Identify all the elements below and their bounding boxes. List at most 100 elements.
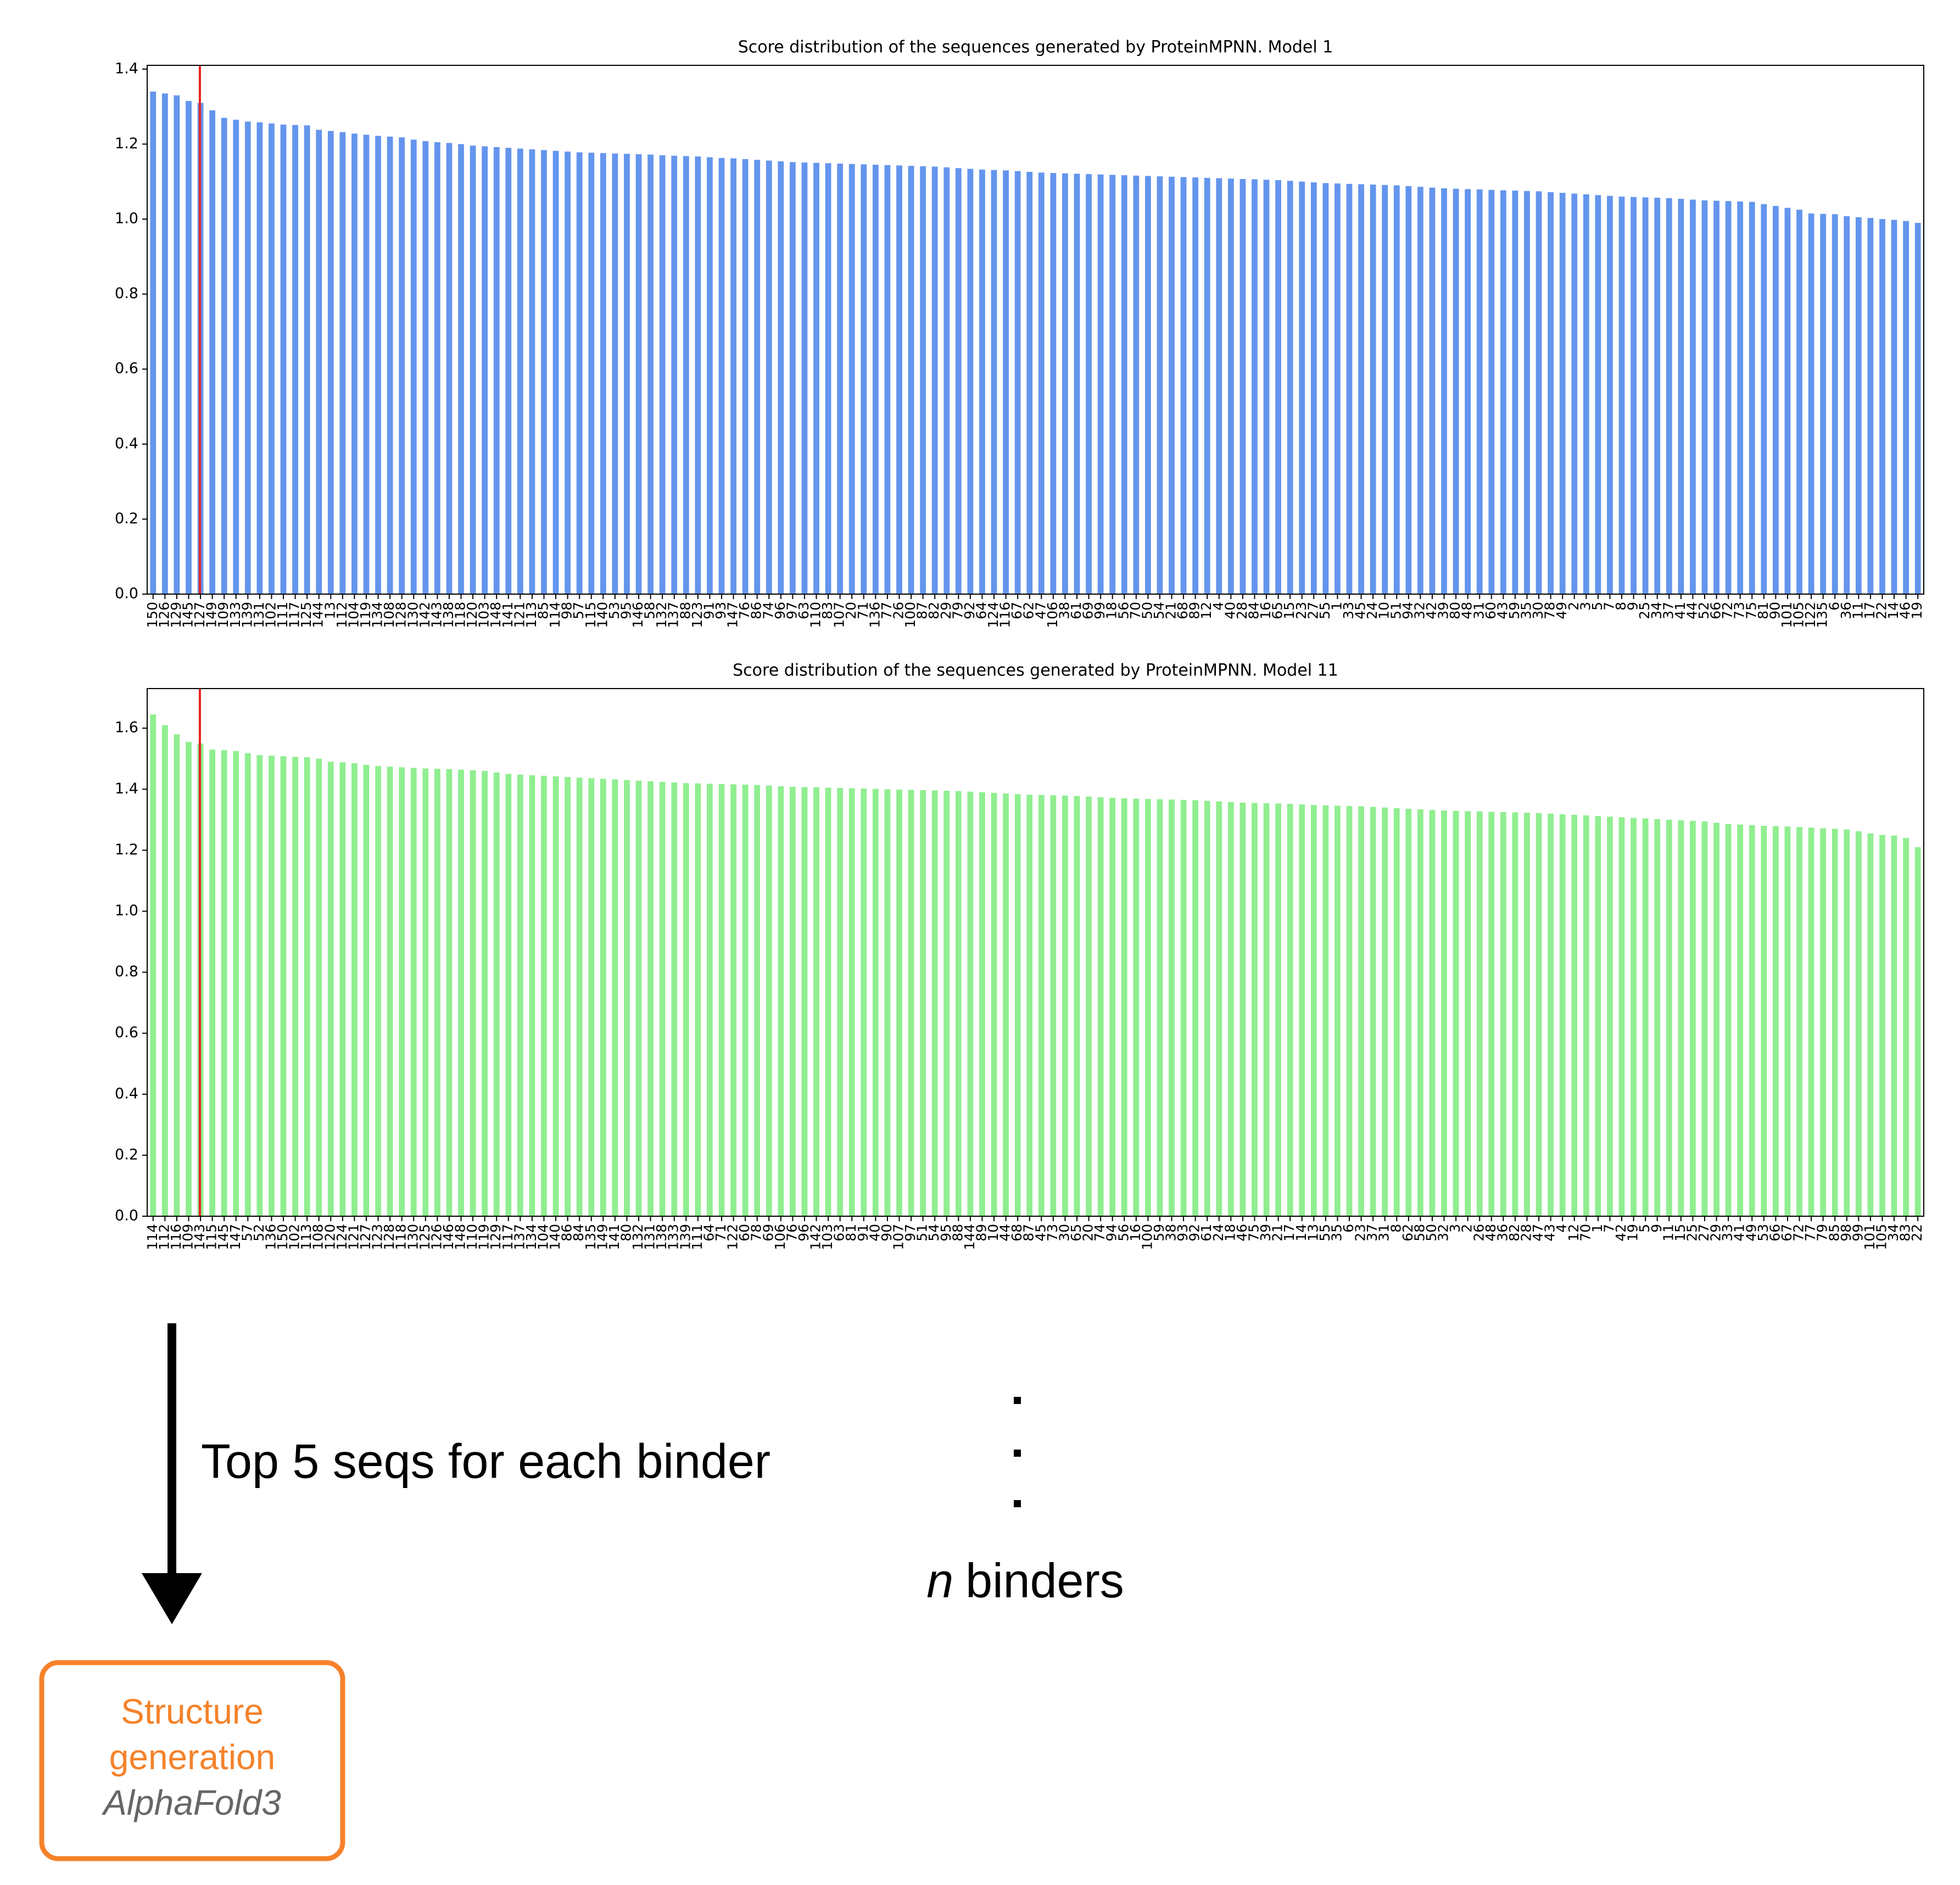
x-tick-label: 57: [571, 602, 587, 619]
x-tick-label: 145: [180, 602, 196, 628]
bar: [671, 155, 678, 594]
bar: [1548, 813, 1554, 1216]
x-tick-label: 79: [1814, 1224, 1830, 1241]
bar: [718, 784, 725, 1216]
x-tick-label: 48: [1459, 602, 1475, 619]
x-tick-label: 119: [476, 1224, 492, 1250]
bar: [1097, 797, 1104, 1216]
x-tick-label: 28: [1518, 1224, 1534, 1241]
x-tick-label: 116: [997, 602, 1013, 628]
x-tick-label: 56: [1115, 602, 1131, 619]
x-tick-label: 112: [156, 1224, 172, 1250]
x-tick-label: 129: [168, 602, 184, 628]
x-tick-label: 133: [227, 602, 243, 628]
bar: [908, 790, 914, 1216]
x-tick-label: 144: [962, 1224, 978, 1250]
x-tick-label: 71: [855, 602, 871, 619]
bar: [1227, 802, 1234, 1216]
x-tick-label: 131: [251, 602, 267, 628]
x-tick-label: 7: [1601, 1224, 1617, 1233]
bar: [1678, 199, 1684, 595]
x-tick-label: 97: [784, 602, 800, 619]
x-tick-label: 59: [1151, 1224, 1167, 1241]
x-tick-label: 121: [345, 1224, 361, 1250]
x-tick-label: 93: [713, 602, 729, 619]
x-tick-label: 82: [1506, 1224, 1522, 1241]
x-tick-label: 123: [370, 1224, 386, 1250]
bar: [304, 125, 310, 594]
x-tick-label: 63: [796, 602, 812, 619]
y-tick-label: 1.6: [115, 719, 138, 736]
bar: [233, 751, 239, 1216]
x-tick-label: 28: [1234, 602, 1250, 619]
x-tick-label: 66: [1767, 1224, 1783, 1241]
x-tick-label: 98: [1838, 1224, 1854, 1241]
x-tick-label: 124: [985, 602, 1001, 628]
x-tick-label: 150: [144, 602, 160, 628]
bar: [327, 131, 334, 595]
bar: [1524, 813, 1530, 1216]
chart-title: Score distribution of the sequences gene…: [738, 38, 1333, 57]
bar: [1204, 801, 1210, 1216]
y-tick-label: 1.0: [115, 902, 138, 919]
x-tick-label: 38: [1163, 1224, 1179, 1241]
bar: [1144, 176, 1151, 594]
bar: [707, 157, 713, 594]
bar: [1086, 174, 1092, 594]
x-tick-label: 95: [618, 602, 634, 619]
binder-variable: n: [926, 1553, 953, 1608]
y-tick-label: 1.0: [115, 210, 138, 227]
x-tick-label: 46: [1234, 1224, 1250, 1241]
bar: [280, 124, 287, 594]
bar: [1618, 817, 1625, 1216]
chart: Score distribution of the sequences gene…: [115, 661, 1925, 1250]
bar: [1050, 173, 1057, 594]
x-tick-label: 118: [393, 1224, 409, 1250]
x-tick-label: 9: [1649, 1224, 1665, 1233]
bar: [766, 785, 772, 1216]
bar: [813, 787, 819, 1216]
x-tick-label: 20: [1080, 1224, 1096, 1241]
x-tick-label: 60: [736, 1224, 752, 1241]
bar: [1358, 184, 1364, 594]
bar: [482, 770, 488, 1216]
x-tick-label: 147: [227, 1224, 243, 1250]
x-tick-label: 54: [926, 1224, 942, 1241]
x-tick-label: 99: [1850, 1224, 1866, 1241]
bar: [801, 162, 808, 594]
x-tick-label: 64: [973, 602, 989, 619]
bar: [600, 779, 606, 1216]
x-tick-label: 115: [204, 1224, 220, 1250]
bar: [754, 160, 761, 595]
bar: [991, 792, 997, 1216]
x-tick-label: 75: [1246, 1224, 1261, 1241]
x-tick-label: 34: [1649, 602, 1665, 619]
x-tick-label: 29: [1708, 1224, 1724, 1241]
bar: [1322, 805, 1329, 1216]
box-line: generation: [109, 1737, 275, 1777]
bar: [1358, 806, 1364, 1216]
bar: [541, 150, 547, 595]
bar: [517, 774, 523, 1216]
bar: [422, 141, 429, 595]
x-tick-label: 35: [1518, 602, 1534, 619]
x-tick-label: 77: [879, 602, 895, 619]
bar: [1014, 794, 1021, 1216]
bar: [1169, 176, 1175, 594]
bar: [1239, 178, 1246, 594]
x-tick-label: 139: [239, 602, 255, 628]
bar: [1334, 183, 1341, 594]
bar: [174, 95, 180, 594]
bar: [896, 165, 902, 594]
bar: [1050, 795, 1057, 1216]
bar: [884, 165, 891, 594]
bar: [1903, 221, 1909, 594]
bar: [399, 137, 405, 595]
bar: [1429, 187, 1436, 594]
bar: [1417, 187, 1423, 594]
bar: [1737, 201, 1744, 594]
x-tick-label: 88: [950, 1224, 965, 1241]
bar: [1512, 191, 1518, 595]
bar: [410, 139, 417, 594]
bar: [872, 164, 879, 594]
